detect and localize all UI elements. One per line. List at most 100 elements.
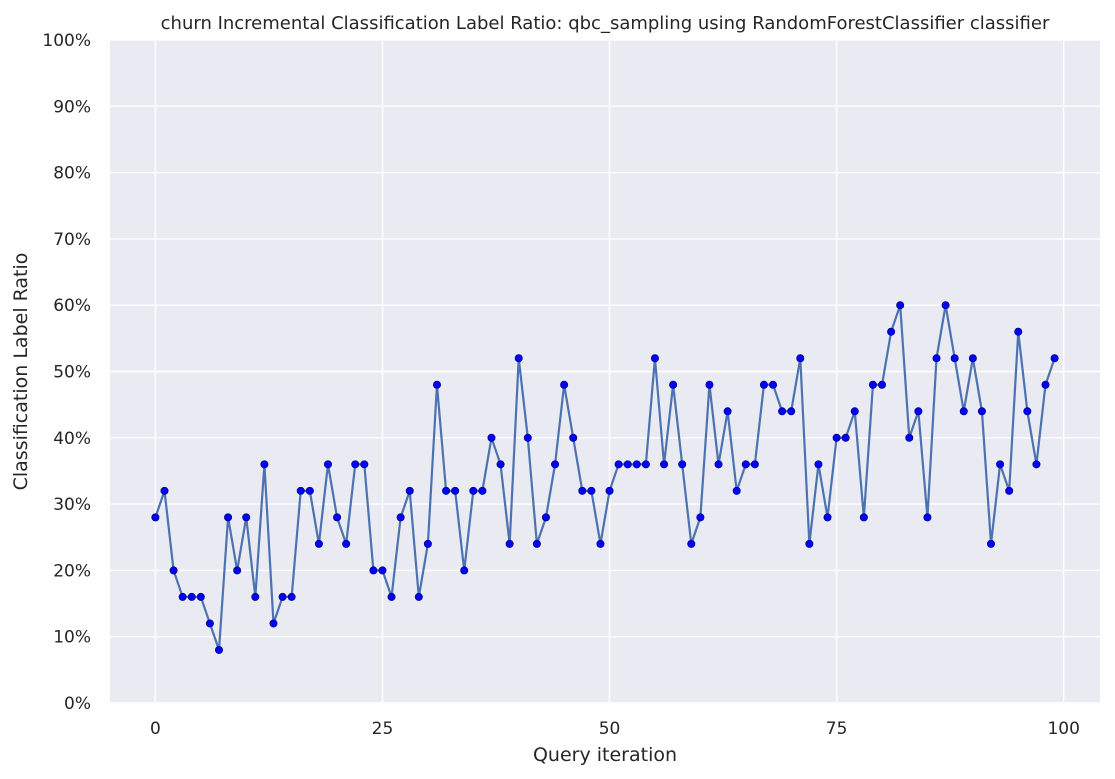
data-point: [205, 619, 214, 628]
data-point: [959, 407, 968, 416]
y-axis-title: Classification Label Ratio: [10, 253, 32, 491]
data-point: [387, 592, 396, 601]
data-point: [878, 380, 887, 389]
data-point: [896, 301, 905, 310]
y-tick-label: 80%: [53, 164, 91, 184]
x-tick-label: 100: [1047, 719, 1079, 739]
data-point: [451, 486, 460, 495]
data-point: [296, 486, 305, 495]
data-point: [305, 486, 314, 495]
data-point: [687, 539, 696, 548]
x-tick-label: 0: [150, 719, 161, 739]
y-tick-label: 60%: [53, 296, 91, 316]
data-point: [805, 539, 814, 548]
data-point: [423, 539, 432, 548]
tick-labels: 0% 10% 20% 30% 40% 50% 60% 70% 80% 90% 100% 0 25 50 75…: [42, 31, 1080, 739]
series-0: [151, 301, 1059, 654]
data-point: [151, 513, 160, 522]
y-tick-label: 10%: [53, 628, 91, 648]
data-point: [169, 566, 178, 575]
data-point: [224, 513, 233, 522]
data-point: [396, 513, 405, 522]
data-point: [342, 539, 351, 548]
data-point: [1005, 486, 1014, 495]
data-point: [323, 460, 332, 469]
data-point: [632, 460, 641, 469]
data-point: [660, 460, 669, 469]
data-point: [669, 380, 678, 389]
data-point: [678, 460, 687, 469]
data-point: [287, 592, 296, 601]
data-point: [723, 407, 732, 416]
data-point: [968, 354, 977, 363]
data-point: [623, 460, 632, 469]
data-point: [233, 566, 242, 575]
data-point: [278, 592, 287, 601]
data-point: [868, 380, 877, 389]
data-point: [569, 433, 578, 442]
data-point: [596, 539, 605, 548]
y-tick-label: 70%: [53, 230, 91, 250]
y-tick-label: 30%: [53, 495, 91, 515]
data-point: [560, 380, 569, 389]
y-tick-label: 20%: [53, 561, 91, 581]
data-point: [796, 354, 805, 363]
data-point: [214, 645, 223, 654]
data-point: [950, 354, 959, 363]
data-point: [941, 301, 950, 310]
data-point: [414, 592, 423, 601]
data-point: [905, 433, 914, 442]
y-tick-label: 100%: [42, 31, 91, 51]
data-point: [932, 354, 941, 363]
data-point: [442, 486, 451, 495]
data-point: [650, 354, 659, 363]
data-point: [705, 380, 714, 389]
data-point: [750, 460, 759, 469]
data-point: [496, 460, 505, 469]
data-point: [741, 460, 750, 469]
data-point: [787, 407, 796, 416]
data-point: [351, 460, 360, 469]
data-point: [714, 460, 723, 469]
data-point: [196, 592, 205, 601]
data-point: [1032, 460, 1041, 469]
data-point: [369, 566, 378, 575]
data-point: [360, 460, 369, 469]
data-point: [1041, 380, 1050, 389]
data-point: [469, 486, 478, 495]
x-axis-title: Query iteration: [533, 744, 677, 766]
y-tick-label: 90%: [53, 97, 91, 117]
data-point: [269, 619, 278, 628]
data-point: [551, 460, 560, 469]
series-line: [154, 304, 1056, 652]
data-point: [432, 380, 441, 389]
data-point: [587, 486, 596, 495]
data-point: [832, 433, 841, 442]
data-point: [859, 513, 868, 522]
data-point: [314, 539, 323, 548]
data-point: [769, 380, 778, 389]
data-point: [977, 407, 986, 416]
data-point: [514, 354, 523, 363]
data-point: [478, 486, 487, 495]
data-point: [187, 592, 196, 601]
data-point: [160, 486, 169, 495]
data-point: [487, 433, 496, 442]
data-point: [923, 513, 932, 522]
data-point: [987, 539, 996, 548]
data-point: [841, 433, 850, 442]
data-point: [242, 513, 251, 522]
grid-lines: [110, 39, 1100, 704]
data-point: [1023, 407, 1032, 416]
chart-title: churn Incremental Classification Label R…: [161, 13, 1050, 34]
data-point: [759, 380, 768, 389]
x-tick-label: 25: [372, 719, 394, 739]
data-point: [378, 566, 387, 575]
data-point: [850, 407, 859, 416]
data-point: [641, 460, 650, 469]
y-tick-label: 50%: [53, 363, 91, 383]
data-point: [333, 513, 342, 522]
x-tick-label: 75: [826, 719, 848, 739]
data-point: [1050, 354, 1059, 363]
